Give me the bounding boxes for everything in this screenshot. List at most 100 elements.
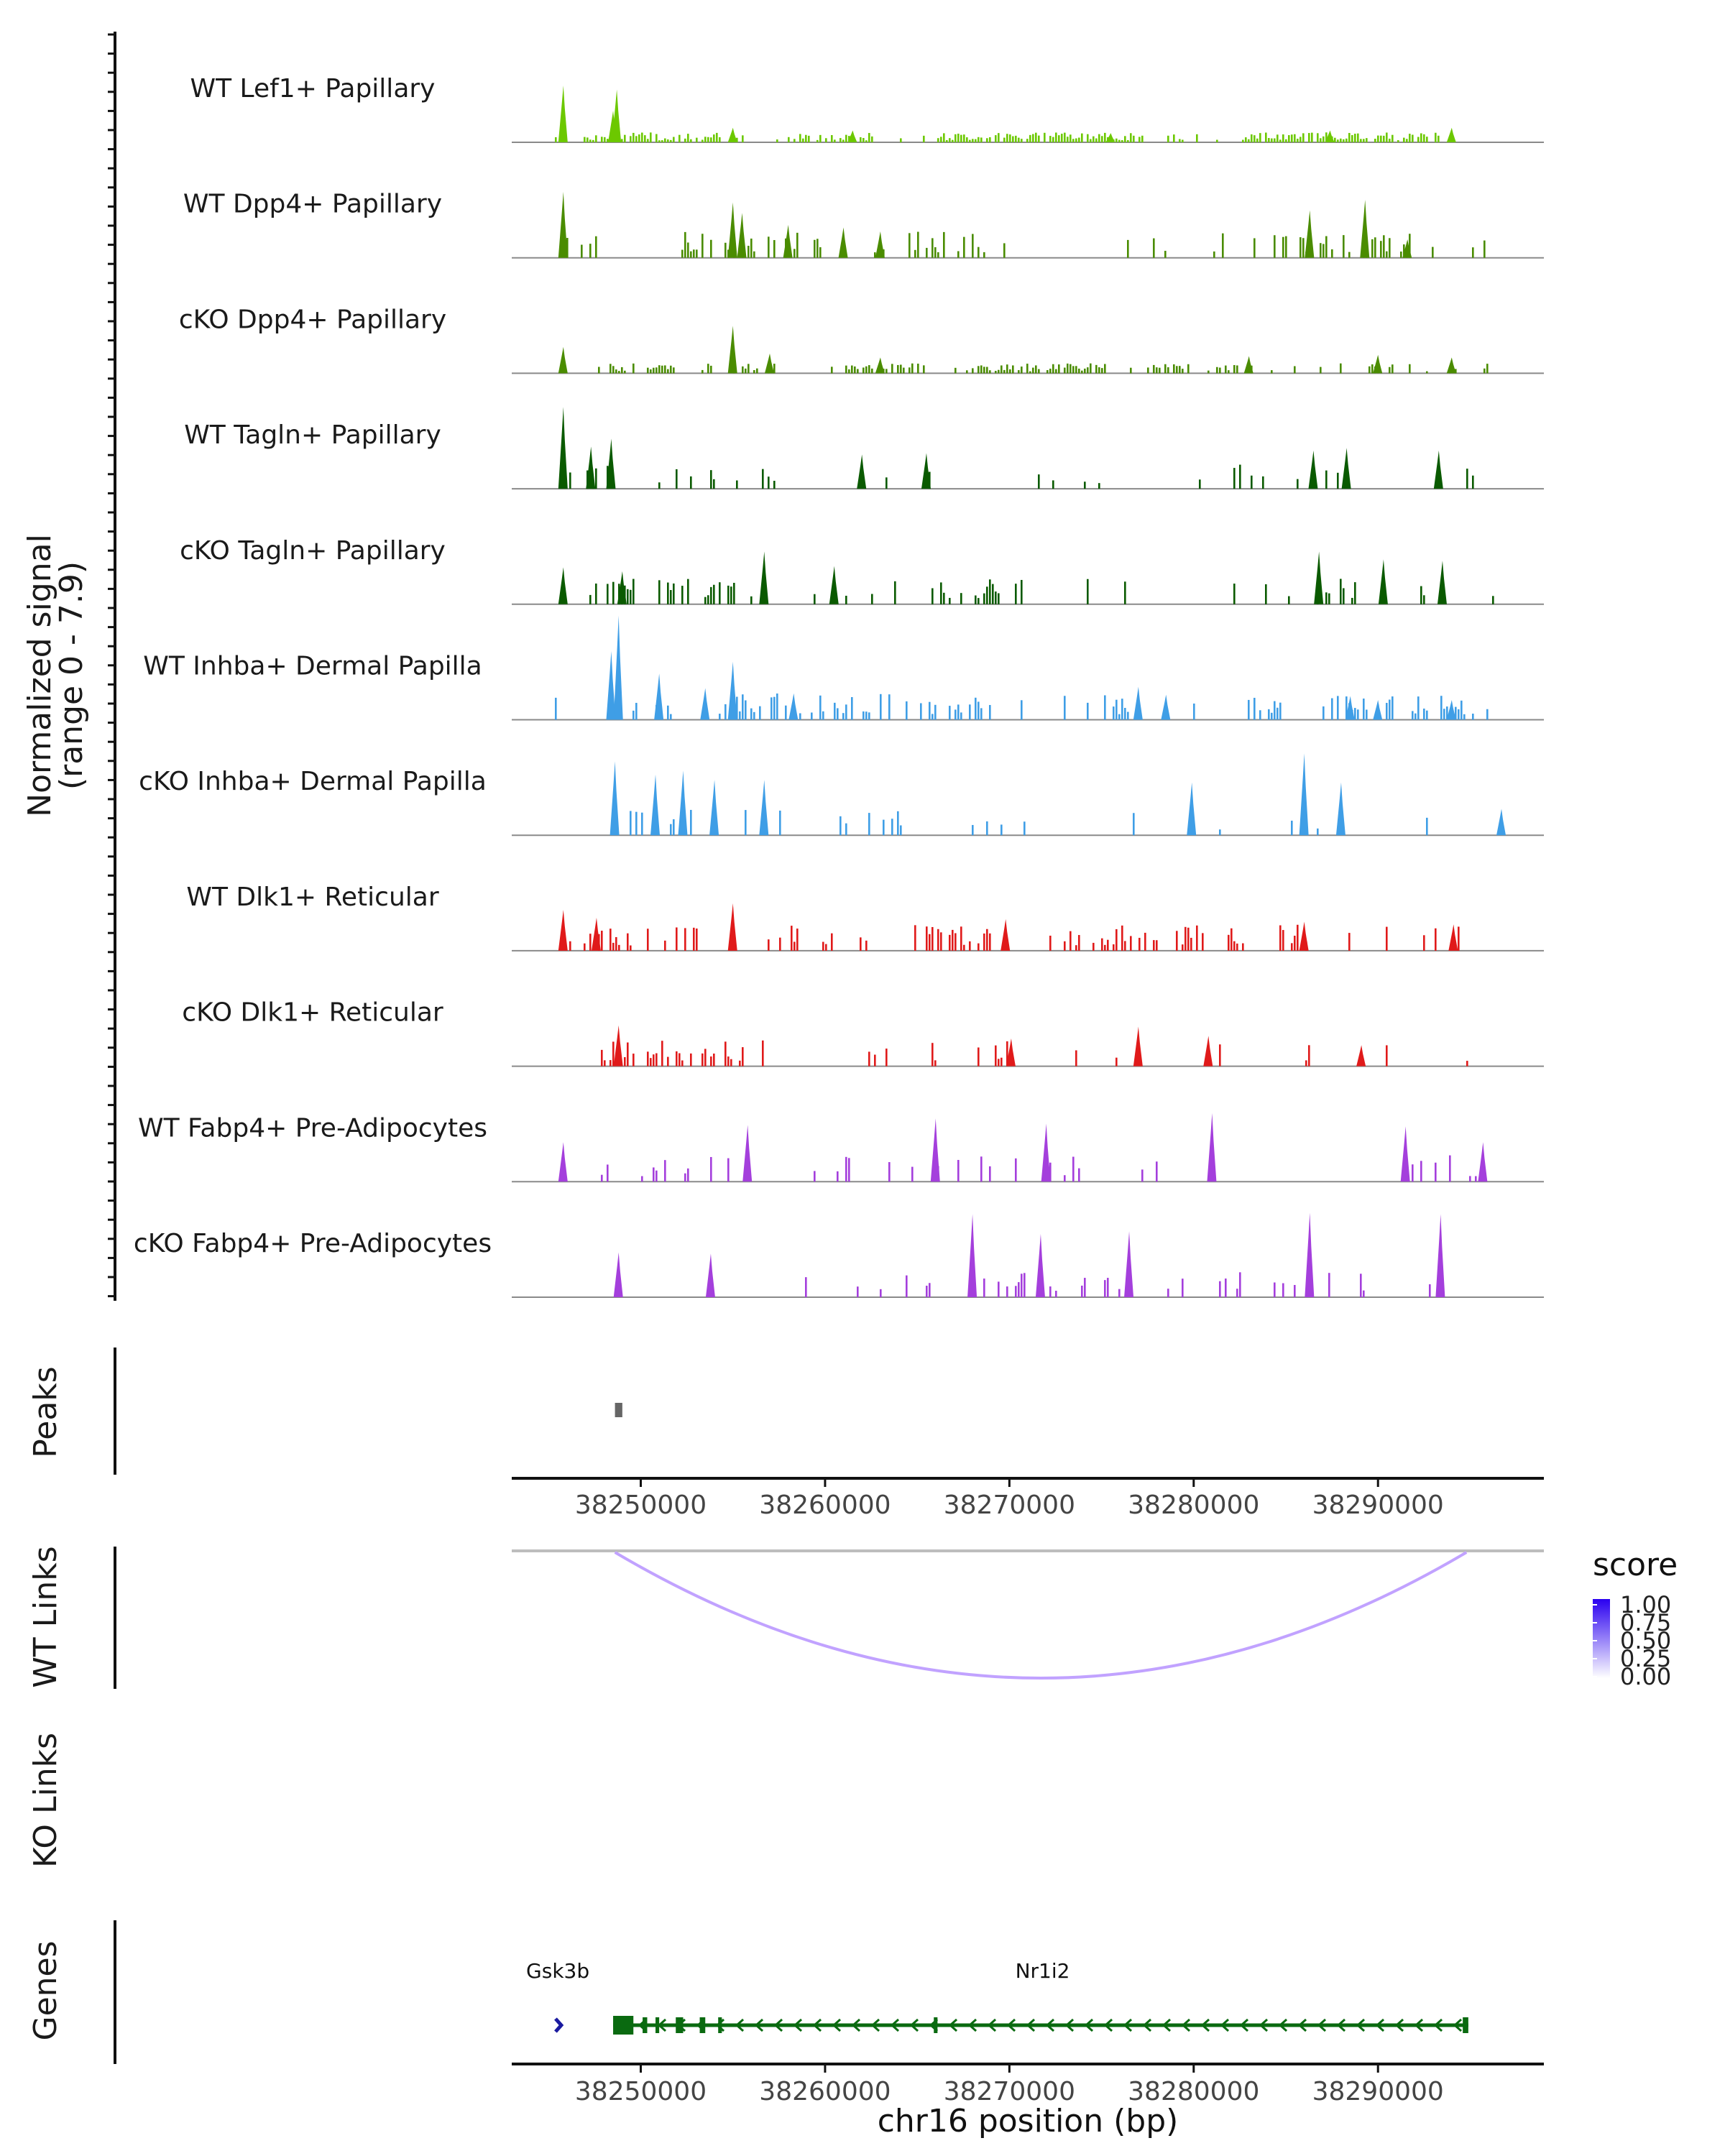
signal-bar xyxy=(1090,363,1092,374)
signal-bar xyxy=(1420,586,1422,604)
track: WT Inhba+ Dermal Papilla xyxy=(143,615,1544,721)
signal-bar xyxy=(696,137,698,142)
signal-bar xyxy=(1346,696,1348,720)
signal-bar xyxy=(1121,925,1123,951)
signal-bar xyxy=(1228,370,1230,374)
signal-bar xyxy=(1081,133,1083,142)
signal-bar xyxy=(1472,247,1474,258)
signal-bar xyxy=(1055,1291,1057,1297)
signal-bar xyxy=(1064,367,1066,374)
signal-bar xyxy=(911,1166,914,1182)
signal-bar xyxy=(1348,252,1351,258)
gene-strand-arrow xyxy=(1181,2018,1191,2032)
signal-bar xyxy=(704,596,707,604)
signal-bar xyxy=(1268,138,1270,142)
gene-strand-arrow xyxy=(1317,2018,1327,2032)
gene-exon xyxy=(656,2017,660,2033)
signal-bar xyxy=(1248,699,1250,720)
signal-bar xyxy=(1116,1057,1118,1067)
signal-bar xyxy=(1331,249,1333,258)
signal-bar xyxy=(949,597,951,604)
signal-bar xyxy=(1363,1290,1365,1297)
signal-bar xyxy=(1121,699,1123,720)
signal-bar xyxy=(920,703,922,720)
signal-bar xyxy=(1348,133,1351,142)
signal-peak xyxy=(1356,1045,1366,1067)
signal-peak xyxy=(1341,448,1351,489)
signal-bar xyxy=(900,138,902,142)
signal-bar xyxy=(1337,696,1339,720)
signal-bar xyxy=(1438,135,1440,142)
signal-bar xyxy=(768,939,770,951)
signal-bar xyxy=(1009,369,1011,374)
signal-bar xyxy=(816,239,819,258)
signal-bar xyxy=(1055,132,1057,142)
signal-bar xyxy=(1466,469,1468,489)
signal-bar xyxy=(650,132,652,142)
track-label: WT Dpp4+ Papillary xyxy=(183,190,442,219)
signal-bar xyxy=(690,809,692,836)
signal-bar xyxy=(1351,134,1353,142)
signal-bar xyxy=(713,134,715,142)
signal-bar xyxy=(1377,135,1379,142)
signal-bar xyxy=(848,369,850,374)
signal-bar xyxy=(750,238,753,258)
signal-bar xyxy=(1265,132,1267,142)
signal-bar xyxy=(1446,706,1448,720)
signal-bar xyxy=(929,701,931,720)
signal-bar xyxy=(926,247,928,258)
signal-bar xyxy=(868,133,870,142)
gene-strand-arrow xyxy=(1200,2018,1210,2032)
signal-bar xyxy=(1070,931,1072,951)
gene-strand-arrow xyxy=(870,2018,880,2032)
signal-peak xyxy=(1402,239,1412,258)
signal-bar xyxy=(656,367,658,374)
signal-bar xyxy=(954,933,957,951)
signal-bar xyxy=(1070,364,1072,374)
signal-bar xyxy=(1075,945,1077,951)
signal-bar xyxy=(1274,138,1276,142)
signal-bar xyxy=(632,710,635,720)
signal-bar xyxy=(1285,139,1287,142)
signal-bar xyxy=(825,944,827,951)
signal-peak xyxy=(921,453,931,489)
signal-bar xyxy=(604,137,606,142)
gene-strand-arrow xyxy=(967,2018,978,2032)
signal-bar xyxy=(1225,365,1227,374)
signal-bar xyxy=(860,137,862,142)
signal-peak xyxy=(654,673,664,720)
signal-bar xyxy=(1268,709,1270,720)
signal-bar xyxy=(1176,366,1178,374)
signal-bar xyxy=(937,929,939,951)
signal-bar xyxy=(1251,475,1253,489)
gene-strand-arrow xyxy=(1064,2018,1075,2032)
signal-bar xyxy=(678,134,681,142)
signal-bar xyxy=(1116,699,1118,720)
signal-bar xyxy=(667,705,669,720)
signal-bar xyxy=(704,137,707,142)
signal-bar xyxy=(1072,366,1075,374)
signal-bar xyxy=(1426,137,1428,142)
signal-bar xyxy=(819,695,822,720)
signal-peak xyxy=(783,224,793,258)
track-label: cKO Inhba+ Dermal Papilla xyxy=(139,767,487,796)
signal-bar xyxy=(845,134,847,142)
signal-bar xyxy=(1472,475,1474,489)
signal-bar xyxy=(1116,929,1118,951)
signal-bar xyxy=(1055,369,1057,374)
signal-bar xyxy=(1029,134,1031,142)
gene-strand-arrow xyxy=(554,2017,564,2033)
signal-bar xyxy=(710,1156,712,1182)
x-tick-label: 38280000 xyxy=(1128,1491,1259,1520)
signal-bar xyxy=(1101,938,1103,951)
signal-bar xyxy=(1208,370,1210,374)
signal-bar xyxy=(1354,582,1356,604)
signal-bar xyxy=(814,594,816,604)
signal-bar xyxy=(1320,138,1322,142)
signal-bar xyxy=(1435,928,1437,951)
signal-bar xyxy=(1297,924,1299,951)
signal-bar xyxy=(1423,134,1425,142)
signal-bar xyxy=(1343,139,1345,142)
signal-bar xyxy=(868,813,870,836)
signal-bar xyxy=(1182,944,1184,951)
